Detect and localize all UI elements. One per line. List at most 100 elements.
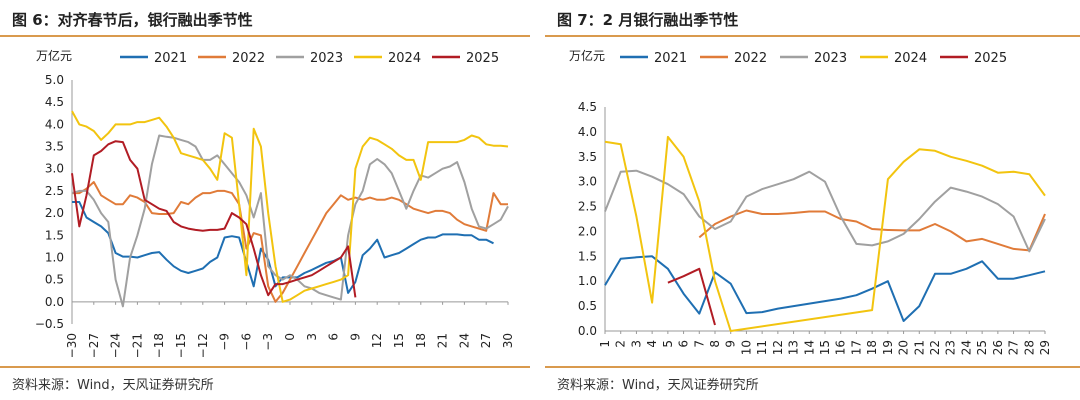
title-rule: [545, 35, 1080, 37]
y-tick-label: 0.0: [45, 295, 64, 309]
x-tick-label: 8: [708, 340, 722, 348]
y-tick-label: 2.0: [45, 206, 64, 220]
legend-label-2025: 2025: [466, 51, 499, 66]
x-tick-label: 3: [305, 333, 319, 341]
y-tick-label: 1.0: [578, 274, 597, 288]
y-tick-label: 3.5: [578, 150, 597, 164]
series-line-2025: [667, 267, 716, 326]
x-tick-label: 18: [414, 333, 428, 348]
x-tick-label: 27: [479, 333, 493, 348]
legend-label-2025: 2025: [974, 51, 1007, 66]
x-tick-label: 11: [755, 340, 769, 355]
x-tick-label: 1: [598, 340, 612, 348]
x-tick-label: 9: [724, 340, 738, 348]
legend-label-2021: 2021: [154, 51, 187, 66]
x-tick-label: −30: [65, 333, 79, 358]
x-tick-label: −9: [218, 333, 232, 351]
line-chart: 万亿元 −0.5 0.0 0.5 1.0 1.5 2.0 2.5 3.0 3.5 4.0 4.5 5.0…: [35, 48, 515, 358]
chart-panel-right: 图 7：2 月银行融出季节性 万亿元 0.0 0.5 1.0 1.5 2.0 2.5 3.0 3…: [545, 0, 1080, 400]
x-tick-label: −3: [261, 333, 275, 351]
x-tick-label: 2: [614, 340, 628, 348]
legend-label-2023: 2023: [310, 51, 343, 66]
x-tick-label: 26: [991, 340, 1005, 355]
series-line-2024: [604, 135, 1046, 332]
legend-label-2021: 2021: [654, 51, 687, 66]
x-tick-label: 28: [1022, 340, 1036, 355]
x-tick-label: −12: [196, 333, 210, 358]
series-line-2021: [604, 255, 1046, 322]
y-tick-label: 2.5: [45, 184, 64, 198]
x-tick-label: 19: [881, 340, 895, 355]
x-tick-label: 27: [1007, 340, 1021, 355]
x-tick-label: −21: [130, 333, 144, 358]
x-tick-label: −27: [87, 333, 101, 358]
y-tick-label: 3.0: [578, 175, 597, 189]
legend-label-2024: 2024: [388, 51, 421, 66]
x-tick-label: 15: [392, 333, 406, 348]
y-tick-label: 0.5: [45, 273, 64, 287]
series-line-2025: [71, 140, 357, 298]
title-rule: [0, 35, 530, 37]
x-tick-label: −6: [239, 333, 253, 351]
y-tick-label: 0.5: [578, 299, 597, 313]
source-rule: [545, 366, 1080, 368]
legend-label-2023: 2023: [814, 51, 847, 66]
y-tick-label: 1.5: [45, 228, 64, 242]
chart-title: 图 6：对齐春节后，银行融出季节性: [12, 11, 253, 29]
x-tick-label: 18: [865, 340, 879, 355]
x-tick-label: 29: [1038, 340, 1052, 355]
x-tick-label: 4: [645, 340, 659, 348]
x-tick-label: 20: [897, 340, 911, 355]
y-tick-label: 3.5: [45, 140, 64, 154]
unit-label: 万亿元: [36, 48, 72, 63]
x-tick-label: 16: [834, 340, 848, 355]
chart-title: 图 7：2 月银行融出季节性: [557, 11, 739, 29]
x-tick-label: 21: [436, 333, 450, 348]
series-line-2022: [72, 181, 508, 303]
x-tick-label: 17: [849, 340, 863, 355]
x-tick-label: 30: [501, 333, 515, 348]
y-tick-label: 3.0: [45, 162, 64, 176]
series-line-2024: [71, 110, 509, 303]
y-tick-label: 4.0: [578, 125, 597, 139]
source-rule: [0, 366, 530, 368]
y-tick-label: 2.5: [578, 200, 597, 214]
y-tick-label: 1.0: [45, 250, 64, 264]
y-tick-label: 0.0: [578, 324, 597, 338]
series-line-2023: [604, 169, 1046, 253]
x-tick-label: 24: [457, 333, 471, 348]
x-tick-label: 13: [787, 340, 801, 355]
y-tick-label: 5.0: [45, 73, 64, 87]
series-line-2022: [698, 209, 1046, 252]
x-tick-label: 12: [370, 333, 384, 348]
x-tick-label: 14: [802, 340, 816, 355]
y-tick-label: 4.0: [45, 117, 64, 131]
y-tick-label: 4.5: [45, 95, 64, 109]
x-tick-label: 9: [348, 333, 362, 341]
x-tick-label: −18: [152, 333, 166, 358]
x-tick-label: 6: [327, 333, 341, 341]
source-note: 资料来源：Wind，天风证券研究所: [557, 378, 759, 393]
x-tick-label: 23: [944, 340, 958, 355]
x-tick-label: 24: [959, 340, 973, 355]
x-tick-label: −15: [174, 333, 188, 358]
y-tick-label: 2.0: [578, 224, 597, 238]
y-tick-label: 1.5: [578, 249, 597, 263]
legend-label-2022: 2022: [232, 51, 265, 66]
x-tick-label: 6: [677, 340, 691, 348]
y-tick-label: −0.5: [35, 317, 64, 331]
series-line-2021: [72, 201, 494, 294]
x-tick-label: 25: [975, 340, 989, 355]
series-line-2023: [71, 134, 509, 308]
x-tick-label: 22: [928, 340, 942, 355]
x-tick-label: 21: [912, 340, 926, 355]
x-tick-label: 5: [661, 340, 675, 348]
x-tick-label: 10: [739, 340, 753, 355]
x-tick-label: 15: [818, 340, 832, 355]
x-tick-label: 3: [629, 340, 643, 348]
x-tick-label: 7: [692, 340, 706, 348]
unit-label: 万亿元: [569, 48, 605, 63]
x-tick-label: 0: [283, 333, 297, 341]
x-tick-label: 12: [771, 340, 785, 355]
